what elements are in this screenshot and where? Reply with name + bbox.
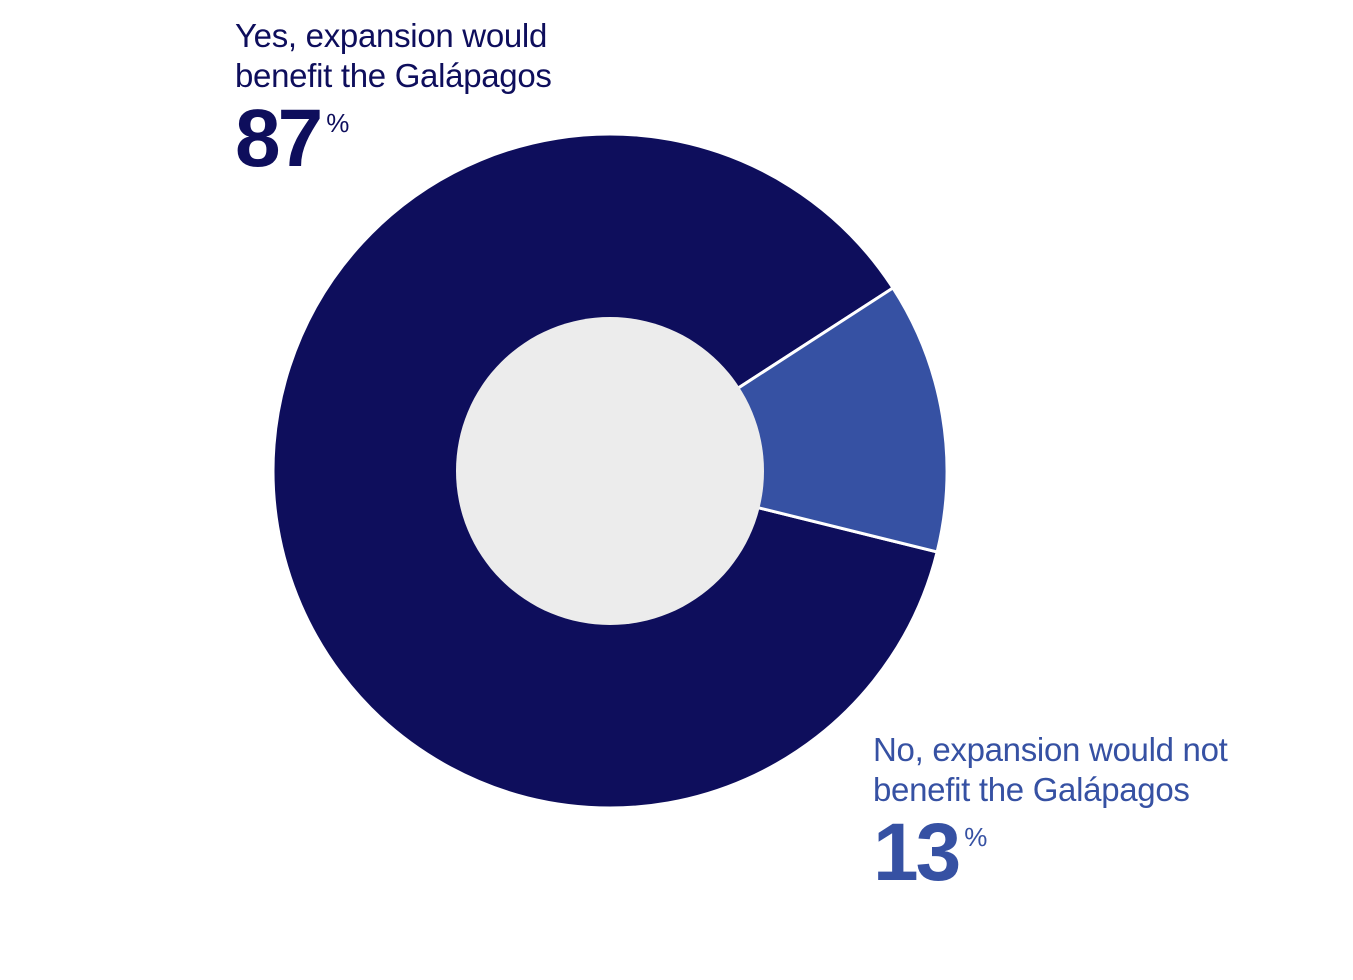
slice-unit-yes: % [326,108,350,138]
slice-value-yes-row: 87 % [235,93,552,184]
slice-label-no: No, expansion would not benefit the Galá… [873,730,1228,898]
donut-hole [456,317,764,625]
slice-value-no: 13 [873,807,961,898]
slice-label-no-line-2: benefit the Galápagos [873,771,1190,808]
slice-label-yes-line-1: Yes, expansion would [235,17,548,54]
slice-value-no-row: 13 % [873,807,1228,898]
slice-value-yes: 87 [235,93,323,184]
slice-unit-no: % [964,822,988,852]
slice-label-yes-line-2: benefit the Galápagos [235,57,552,94]
slice-label-no-line-1: No, expansion would not [873,731,1228,768]
slice-label-yes: Yes, expansion would benefit the Galápag… [235,16,552,184]
